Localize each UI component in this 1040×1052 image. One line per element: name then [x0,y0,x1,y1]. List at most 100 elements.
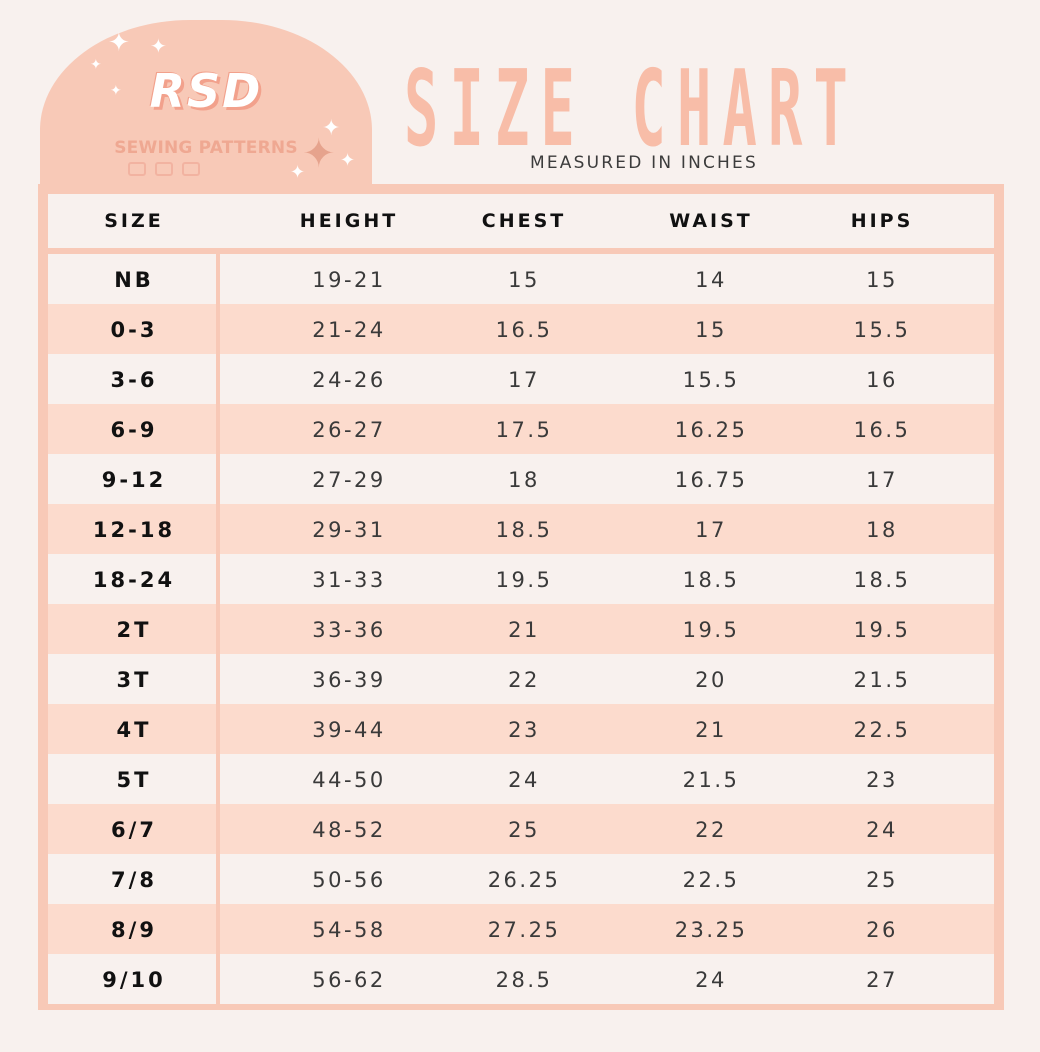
cell-hips: 18.5 [853,568,911,592]
cell-size: 5T [116,768,152,792]
table-row: 3-6 24-26 17 15.5 16 [48,354,994,404]
cell-waist: 15.5 [682,368,740,392]
cell-waist: 14 [695,268,727,292]
cell-waist: 15 [695,318,727,342]
cell-chest: 26.25 [487,868,561,892]
cell-size: 12-18 [92,518,176,542]
logo-wordmark: RSD [149,64,263,118]
sewing-icons [128,162,200,176]
shirt-icon [182,162,200,176]
table-row: 6/7 48-52 25 22 24 [48,804,994,854]
cell-chest: 25 [508,818,540,842]
table-row: 18-24 31-33 19.5 18.5 18.5 [48,554,994,604]
cell-height: 44-50 [312,768,386,792]
cell-waist: 16.25 [674,418,748,442]
table-row: 7/8 50-56 26.25 22.5 25 [48,854,994,904]
cell-waist: 24 [695,968,727,992]
cell-waist: 20 [695,668,727,692]
cell-size: NB [114,268,154,292]
cell-chest: 16.5 [495,318,553,342]
cell-hips: 22.5 [853,718,911,742]
cell-chest: 22 [508,668,540,692]
cell-chest: 23 [508,718,540,742]
cell-hips: 18 [866,518,898,542]
cell-height: 19-21 [312,268,386,292]
cell-waist: 21 [695,718,727,742]
cell-waist: 16.75 [674,468,748,492]
cell-hips: 17 [866,468,898,492]
table-row: 0-3 21-24 16.5 15 15.5 [48,304,994,354]
cell-hips: 27 [866,968,898,992]
table-row: 4T 39-44 23 21 22.5 [48,704,994,754]
cell-size: 6-9 [110,418,158,442]
table-row: 9-12 27-29 18 16.75 17 [48,454,994,504]
cell-waist: 23.25 [674,918,748,942]
cell-height: 50-56 [312,868,386,892]
cell-chest: 18 [508,468,540,492]
cell-height: 27-29 [312,468,386,492]
cell-chest: 27.25 [487,918,561,942]
cell-waist: 21.5 [682,768,740,792]
cell-chest: 18.5 [495,518,553,542]
cell-waist: 18.5 [682,568,740,592]
cell-hips: 24 [866,818,898,842]
cell-height: 21-24 [312,318,386,342]
cell-height: 24-26 [312,368,386,392]
sparkle-icon: ✦ [108,28,130,58]
table-row: 3T 36-39 22 20 21.5 [48,654,994,704]
cell-hips: 19.5 [853,618,911,642]
column-header-hips: HIPS [850,210,914,232]
cell-height: 31-33 [312,568,386,592]
sparkle-icon: ✦ [90,57,102,73]
cell-size: 2T [116,618,152,642]
cell-height: 56-62 [312,968,386,992]
page-subtitle: MEASURED IN INCHES [530,153,758,173]
sparkle-icon: ✦ [150,34,167,58]
column-header-waist: WAIST [669,210,753,232]
table-body: NB 19-21 15 14 15 0-3 21-24 16.5 15 15.5 3-6 24-26 1… [48,254,994,1004]
cell-chest: 21 [508,618,540,642]
logo-subtitle: SEWING PATTERNS [114,138,298,158]
cell-hips: 23 [866,768,898,792]
cell-size: 9-12 [101,468,167,492]
table-row: 8/9 54-58 27.25 23.25 26 [48,904,994,954]
cell-chest: 17.5 [495,418,553,442]
cell-hips: 16 [866,368,898,392]
cell-size: 4T [116,718,152,742]
cell-size: 6/7 [111,818,157,842]
cell-size: 8/9 [111,918,157,942]
cell-height: 26-27 [312,418,386,442]
column-divider [216,254,220,1004]
cell-size: 3-6 [110,368,158,392]
sparkle-icon: ✦ [290,162,306,183]
cell-hips: 16.5 [853,418,911,442]
sparkle-icon: ✦ [340,150,356,171]
hat-icon [128,162,146,176]
cell-waist: 19.5 [682,618,740,642]
column-header-size: SIZE [104,210,164,232]
cell-height: 54-58 [312,918,386,942]
table-row: 2T 33-36 21 19.5 19.5 [48,604,994,654]
cell-hips: 15.5 [853,318,911,342]
cell-chest: 15 [508,268,540,292]
cell-height: 48-52 [312,818,386,842]
cell-chest: 24 [508,768,540,792]
cell-size: 3T [116,668,152,692]
cell-height: 36-39 [312,668,386,692]
sparkle-icon: ✦ [110,83,122,99]
table-row: 12-18 29-31 18.5 17 18 [48,504,994,554]
table-header: SIZE HEIGHT CHEST WAIST HIPS [48,194,994,248]
cell-hips: 15 [866,268,898,292]
cell-height: 39-44 [312,718,386,742]
size-chart-table: SIZE HEIGHT CHEST WAIST HIPS NB 19-21 15 14… [38,184,1004,1010]
logo-badge: RSD SEWING PATTERNS [40,20,372,195]
sparkle-icon: ✦ [302,131,336,177]
table-row: 5T 44-50 24 21.5 23 [48,754,994,804]
table-row: 6-9 26-27 17.5 16.25 16.5 [48,404,994,454]
cell-chest: 17 [508,368,540,392]
cell-waist: 22 [695,818,727,842]
cell-height: 33-36 [312,618,386,642]
cell-size: 9/10 [102,968,166,992]
cell-waist: 17 [695,518,727,542]
cell-size: 0-3 [110,318,158,342]
